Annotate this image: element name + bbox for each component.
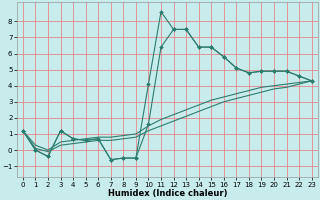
X-axis label: Humidex (Indice chaleur): Humidex (Indice chaleur) <box>108 189 227 198</box>
